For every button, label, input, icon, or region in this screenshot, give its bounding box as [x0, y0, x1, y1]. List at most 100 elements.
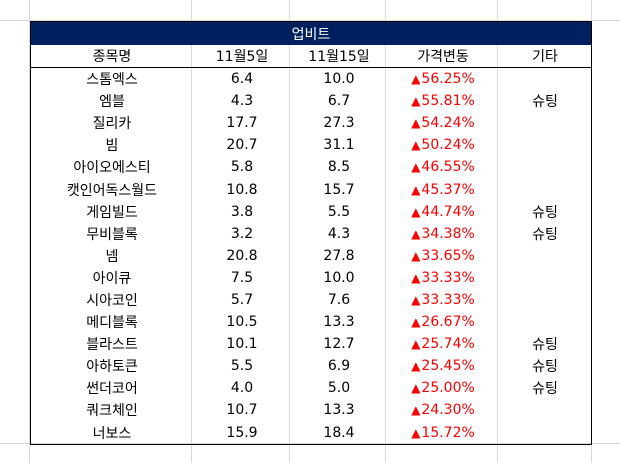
- cell-nov15[interactable]: 5.5: [327, 203, 351, 220]
- cell-change[interactable]: ▲56.25%: [387, 71, 499, 87]
- cell-change[interactable]: ▲24.30%: [387, 402, 499, 418]
- up-arrow-icon: ▲: [411, 94, 421, 109]
- cell-name[interactable]: 아이큐: [92, 270, 132, 287]
- cell-change[interactable]: ▲33.33%: [387, 292, 499, 308]
- up-arrow-icon: ▲: [411, 270, 421, 285]
- cell-name[interactable]: 스톰엑스: [86, 72, 138, 89]
- cell-nov5[interactable]: 20.8: [226, 247, 258, 264]
- cell-nov5[interactable]: 10.5: [226, 314, 258, 331]
- cell-note[interactable]: 슈팅: [532, 94, 558, 111]
- change-value: 33.65%: [421, 247, 475, 264]
- cell-nov5[interactable]: 6.4: [230, 71, 254, 88]
- change-value: 44.74%: [421, 203, 475, 220]
- table-row: 너보스 15.9 18.4 ▲15.72%: [31, 422, 591, 444]
- cell-note[interactable]: 슈팅: [532, 359, 558, 376]
- cell-nov5[interactable]: 10.1: [226, 336, 258, 353]
- cell-nov15[interactable]: 13.3: [323, 314, 355, 331]
- price-change-table: 업비트 종목명 11월5일 11월15일 가격변동 기타 스톰엑스 6.4 10.0…: [30, 21, 592, 445]
- table-row: 빔 20.7 31.1 ▲50.24%: [31, 134, 591, 156]
- up-arrow-icon: ▲: [411, 182, 421, 197]
- cell-change[interactable]: ▲46.55%: [387, 159, 499, 175]
- cell-note[interactable]: 슈팅: [532, 381, 558, 398]
- cell-name[interactable]: 캣인어독스월드: [66, 182, 158, 199]
- cell-name[interactable]: 빔: [105, 138, 119, 155]
- cell-note[interactable]: 슈팅: [532, 337, 558, 354]
- table-row: 무비블록 3.2 4.3 ▲34.38% 슈팅: [31, 223, 591, 245]
- table-row: 게임빌드 3.8 5.5 ▲44.74% 슈팅: [31, 201, 591, 223]
- cell-change[interactable]: ▲25.74%: [387, 336, 499, 352]
- cell-name[interactable]: 넴: [105, 248, 119, 265]
- cell-nov5[interactable]: 4.0: [230, 380, 254, 397]
- cell-name[interactable]: 썬더코어: [86, 381, 138, 398]
- header-change[interactable]: 가격변동: [417, 49, 469, 65]
- cell-nov15[interactable]: 12.7: [323, 336, 355, 353]
- cell-nov5[interactable]: 10.7: [226, 402, 258, 419]
- cell-name[interactable]: 쿼크체인: [86, 403, 138, 420]
- cell-nov15[interactable]: 18.4: [323, 424, 355, 441]
- cell-nov5[interactable]: 4.3: [230, 93, 254, 110]
- cell-nov15[interactable]: 5.0: [327, 380, 351, 397]
- change-value: 33.33%: [421, 291, 475, 308]
- cell-nov15[interactable]: 10.0: [323, 269, 355, 286]
- cell-name[interactable]: 게임빌드: [86, 204, 138, 221]
- cell-change[interactable]: ▲50.24%: [387, 137, 499, 153]
- table-row: 썬더코어 4.0 5.0 ▲25.00% 슈팅: [31, 377, 591, 399]
- cell-name[interactable]: 블라스트: [86, 337, 138, 354]
- header-name[interactable]: 종목명: [92, 49, 132, 65]
- cell-change[interactable]: ▲33.65%: [387, 248, 499, 264]
- header-nov15[interactable]: 11월15일: [308, 49, 370, 65]
- up-arrow-icon: ▲: [411, 72, 421, 87]
- cell-nov5[interactable]: 7.5: [230, 269, 254, 286]
- cell-nov5[interactable]: 10.8: [226, 181, 258, 198]
- up-arrow-icon: ▲: [411, 248, 421, 263]
- cell-nov15[interactable]: 6.7: [327, 93, 351, 110]
- up-arrow-icon: ▲: [411, 359, 421, 374]
- cell-nov15[interactable]: 15.7: [323, 181, 355, 198]
- cell-nov5[interactable]: 15.9: [226, 424, 258, 441]
- change-value: 33.33%: [421, 269, 475, 286]
- cell-nov15[interactable]: 8.5: [327, 159, 351, 176]
- cell-nov5[interactable]: 5.7: [230, 291, 254, 308]
- table-title[interactable]: 업비트: [31, 22, 591, 45]
- cell-name[interactable]: 무비블록: [86, 226, 138, 243]
- cell-nov5[interactable]: 5.5: [230, 358, 254, 375]
- cell-change[interactable]: ▲34.38%: [387, 226, 499, 242]
- cell-name[interactable]: 메디블록: [86, 315, 138, 332]
- change-value: 26.67%: [421, 314, 475, 331]
- cell-nov5[interactable]: 20.7: [226, 137, 258, 154]
- cell-note[interactable]: 슈팅: [532, 226, 558, 243]
- cell-name[interactable]: 너보스: [92, 425, 132, 442]
- cell-nov5[interactable]: 3.2: [230, 225, 254, 242]
- cell-nov15[interactable]: 10.0: [323, 71, 355, 88]
- cell-name[interactable]: 아하토큰: [86, 359, 138, 376]
- up-arrow-icon: ▲: [411, 403, 421, 418]
- cell-name[interactable]: 시아코인: [86, 292, 138, 309]
- cell-change[interactable]: ▲45.37%: [387, 182, 499, 198]
- cell-nov5[interactable]: 5.8: [230, 159, 254, 176]
- cell-nov5[interactable]: 17.7: [226, 115, 258, 132]
- cell-change[interactable]: ▲55.81%: [387, 93, 499, 109]
- cell-change[interactable]: ▲33.33%: [387, 270, 499, 286]
- up-arrow-icon: ▲: [411, 226, 421, 241]
- cell-name[interactable]: 엠블: [99, 94, 125, 111]
- cell-nov5[interactable]: 3.8: [230, 203, 254, 220]
- header-note[interactable]: 기타: [532, 49, 558, 65]
- cell-change[interactable]: ▲54.24%: [387, 115, 499, 131]
- cell-change[interactable]: ▲44.74%: [387, 204, 499, 220]
- cell-nov15[interactable]: 4.3: [327, 225, 351, 242]
- cell-nov15[interactable]: 6.9: [327, 358, 351, 375]
- cell-nov15[interactable]: 27.8: [323, 247, 355, 264]
- header-nov5[interactable]: 11월5일: [215, 49, 269, 65]
- cell-change[interactable]: ▲15.72%: [387, 425, 499, 441]
- cell-nov15[interactable]: 27.3: [323, 115, 355, 132]
- cell-nov15[interactable]: 13.3: [323, 402, 355, 419]
- cell-nov15[interactable]: 7.6: [327, 291, 351, 308]
- cell-change[interactable]: ▲25.45%: [387, 358, 499, 374]
- cell-change[interactable]: ▲25.00%: [387, 380, 499, 396]
- cell-name[interactable]: 아이오에스티: [73, 160, 151, 177]
- table-row: 쿼크체인 10.7 13.3 ▲24.30%: [31, 399, 591, 421]
- cell-note[interactable]: 슈팅: [532, 204, 558, 221]
- cell-change[interactable]: ▲26.67%: [387, 314, 499, 330]
- cell-nov15[interactable]: 31.1: [323, 137, 355, 154]
- cell-name[interactable]: 질리카: [92, 116, 132, 133]
